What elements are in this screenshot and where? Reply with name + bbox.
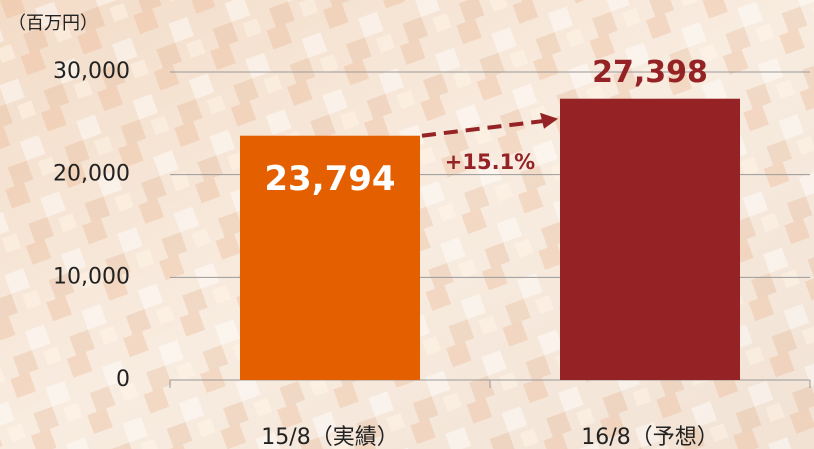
growth-annotation: +15.1% — [445, 150, 535, 174]
value-label: 27,398 — [592, 55, 708, 90]
x-tick-label: 15/8（実績） — [261, 425, 398, 449]
y-tick-label: 0 — [116, 367, 130, 392]
bar — [560, 98, 740, 380]
arrow-head — [540, 112, 558, 129]
y-tick-label: 10,000 — [53, 264, 130, 289]
value-label: 23,794 — [264, 159, 395, 199]
x-tick-label: 16/8（予想） — [581, 425, 718, 449]
y-tick-label: 30,000 — [53, 59, 130, 84]
unit-label: （百万円） — [8, 13, 98, 34]
bar — [240, 135, 420, 380]
y-tick-label: 20,000 — [53, 162, 130, 187]
